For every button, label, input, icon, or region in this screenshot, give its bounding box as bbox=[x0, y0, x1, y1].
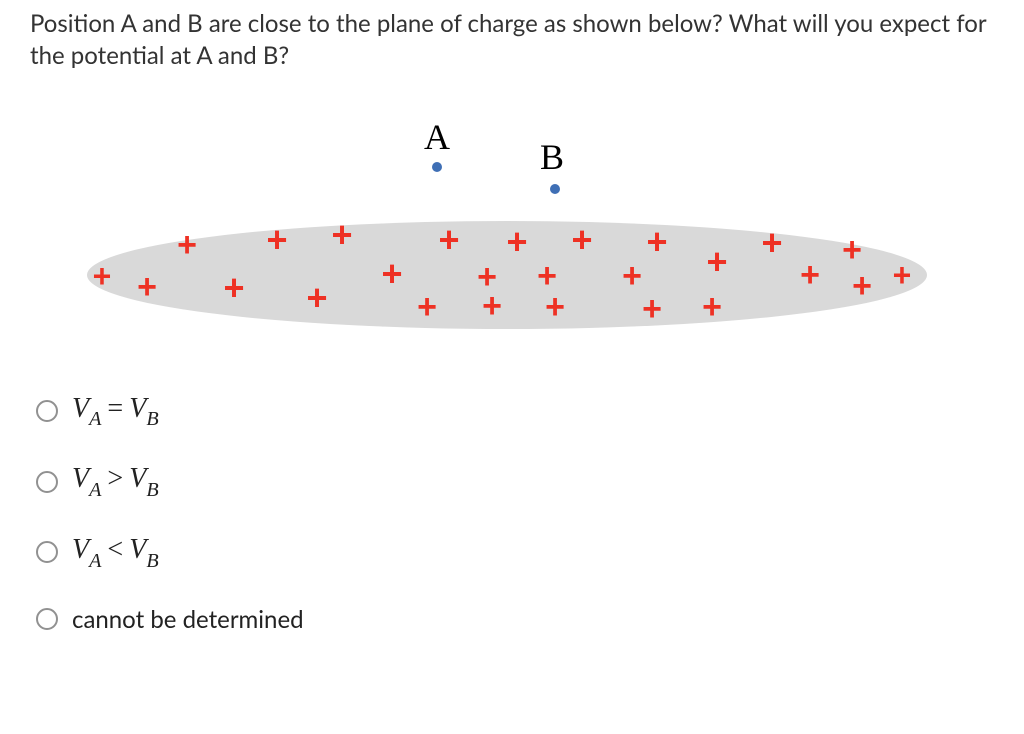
plus-charge-icon: + bbox=[893, 259, 912, 291]
option-label: VA>VB bbox=[72, 463, 159, 500]
plus-charge-icon: + bbox=[93, 260, 112, 292]
point-label-a: A bbox=[424, 116, 450, 158]
question-text: Position A and B are close to the plane … bbox=[30, 8, 994, 73]
plus-charge-icon: + bbox=[800, 258, 820, 292]
charge-plane-diagram: ++++++++++++++++++++++++++AB bbox=[87, 123, 937, 343]
radio-button[interactable] bbox=[36, 541, 58, 563]
plus-charge-icon: + bbox=[545, 290, 565, 324]
plus-charge-icon: + bbox=[642, 292, 662, 326]
answer-options: VA=VB VA>VB VA<VB cannot be determined bbox=[36, 393, 994, 634]
plus-charge-icon: + bbox=[571, 222, 592, 258]
option-3[interactable]: VA<VB bbox=[36, 534, 994, 571]
plus-charge-icon: + bbox=[137, 270, 157, 304]
plus-charge-icon: + bbox=[482, 289, 502, 323]
option-label: VA=VB bbox=[72, 393, 159, 430]
option-2[interactable]: VA>VB bbox=[36, 463, 994, 500]
plus-charge-icon: + bbox=[381, 256, 402, 292]
plus-charge-icon: + bbox=[331, 217, 352, 253]
plus-charge-icon: + bbox=[761, 225, 782, 261]
option-label: cannot be determined bbox=[72, 605, 304, 634]
plus-charge-icon: + bbox=[438, 222, 459, 258]
option-4[interactable]: cannot be determined bbox=[36, 605, 994, 634]
plus-charge-icon: + bbox=[646, 224, 667, 260]
plus-charge-icon: + bbox=[266, 222, 287, 258]
plus-charge-icon: + bbox=[417, 290, 437, 324]
point-label-b: B bbox=[540, 136, 564, 178]
plus-charge-icon: + bbox=[852, 269, 872, 303]
plus-charge-icon: + bbox=[223, 270, 244, 306]
plus-charge-icon: + bbox=[306, 280, 327, 316]
point-dot-a bbox=[432, 162, 442, 172]
radio-button[interactable] bbox=[36, 471, 58, 493]
plus-charge-icon: + bbox=[622, 259, 642, 293]
option-1[interactable]: VA=VB bbox=[36, 393, 994, 430]
radio-button[interactable] bbox=[36, 608, 58, 630]
plus-charge-icon: + bbox=[506, 224, 527, 260]
point-dot-b bbox=[550, 184, 560, 194]
plus-charge-icon: + bbox=[177, 228, 197, 262]
option-label: VA<VB bbox=[72, 534, 159, 571]
plus-charge-icon: + bbox=[706, 244, 727, 280]
plus-charge-icon: + bbox=[702, 290, 722, 324]
plus-charge-icon: + bbox=[842, 233, 862, 267]
radio-button[interactable] bbox=[36, 400, 58, 422]
